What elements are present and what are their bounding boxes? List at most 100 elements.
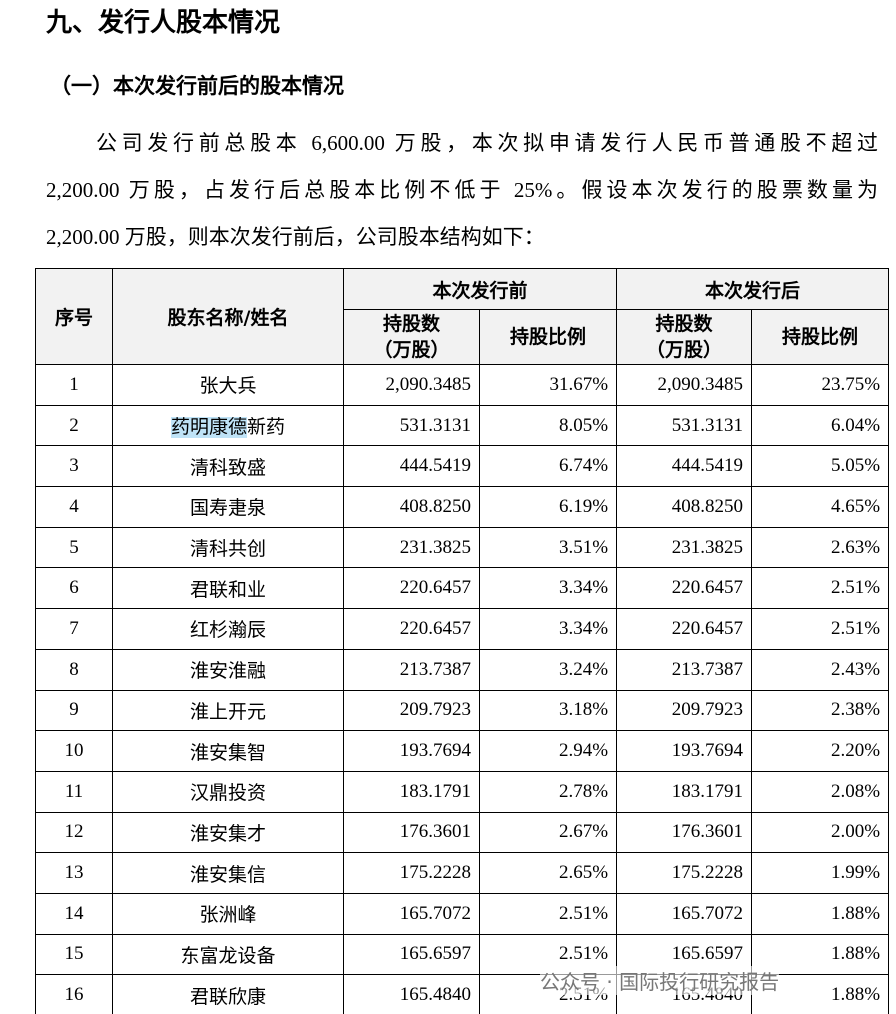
table-cell: 220.6457: [343, 608, 480, 650]
table-cell: 3.34%: [478, 608, 618, 650]
table-cell: 4: [35, 486, 113, 528]
table-cell: 6.19%: [478, 486, 618, 528]
table-cell: 淮上开元: [112, 689, 344, 732]
table-cell: 6.74%: [478, 445, 618, 488]
table-row: 8 淮安淮融 213.7387 3.24% 213.7387 2.43%: [35, 648, 890, 691]
table-row: 11 汉鼎投资 183.1791 2.78% 183.1791 2.08%: [35, 770, 890, 813]
table-cell: 3: [35, 445, 113, 488]
table-cell: 8.05%: [478, 404, 618, 447]
table-cell: 31.67%: [478, 364, 618, 406]
table-cell: 444.5419: [616, 445, 753, 488]
table-cell: 7: [35, 608, 113, 650]
table-cell: 2.63%: [751, 526, 890, 569]
table-cell: 2.38%: [751, 689, 890, 732]
table-cell: 张大兵: [112, 364, 344, 406]
header-cell: 持股数 （万股）: [343, 309, 480, 365]
table-cell: 2.67%: [478, 811, 618, 854]
table-row: 7 红杉瀚辰 220.6457 3.34% 220.6457 2.51%: [35, 608, 890, 650]
paragraph-line: 公司发行前总股本 6,600.00 万股，本次拟申请发行人民币普通股不超过: [96, 131, 878, 155]
header-cell: 本次发行前: [342, 268, 618, 310]
table-cell: 8: [35, 648, 113, 691]
table-cell: 23.75%: [751, 364, 890, 406]
table-cell: 4.65%: [751, 486, 890, 528]
table-cell: 183.1791: [343, 770, 480, 813]
table-cell: 汉鼎投资: [112, 770, 344, 813]
table-cell: 531.3131: [616, 404, 753, 447]
table-cell: 11: [35, 770, 113, 813]
table-row: 12 淮安集才 176.3601 2.67% 176.3601 2.00%: [35, 811, 890, 854]
table-cell: 220.6457: [343, 567, 480, 610]
heading: 九、发行人股本情况: [46, 8, 281, 38]
table-cell: 176.3601: [343, 811, 480, 854]
table-cell: 6.04%: [751, 404, 890, 447]
table-cell: 12: [35, 811, 113, 854]
table-cell: 209.7923: [343, 689, 480, 732]
table-cell: 176.3601: [616, 811, 753, 854]
table-row: 9 淮上开元 209.7923 3.18% 209.7923 2.38%: [35, 689, 890, 732]
table-row: 14 张洲峰 165.7072 2.51% 165.7072 1.88%: [35, 892, 890, 935]
table-cell: 3.24%: [478, 648, 618, 691]
header-cell: 持股数 （万股）: [616, 309, 753, 365]
header-cell: 本次发行后: [616, 268, 890, 310]
table-cell: 9: [35, 689, 113, 732]
table-cell: 444.5419: [343, 445, 480, 488]
table-cell: 君联欣康: [112, 974, 344, 1014]
table-cell: 红杉瀚辰: [112, 608, 344, 650]
watermark: 公众号 · 国际投行研究报告: [540, 966, 780, 995]
table-cell: 13: [35, 852, 113, 894]
table-cell: 君联和业: [112, 567, 344, 610]
table-cell: 165.4840: [343, 974, 480, 1014]
table-cell: 2: [35, 404, 113, 447]
table-cell: 220.6457: [616, 567, 753, 610]
table-cell: 2,090.3485: [343, 364, 480, 406]
paragraph-line: 2,200.00 万股，则本次发行前后，公司股本结构如下：: [46, 225, 545, 249]
table-cell: 213.7387: [616, 648, 753, 691]
header-cell: 持股比例: [751, 309, 890, 365]
share-table: 序号 股东名称/姓名 本次发行前 本次发行后 持股数 （万股） 持股比例 持股数 （…: [35, 268, 890, 1014]
table-cell: 16: [35, 974, 113, 1014]
table-cell: 3.18%: [478, 689, 618, 732]
table-cell: 15: [35, 933, 113, 976]
table-cell: 2.00%: [751, 811, 890, 854]
table-cell: 2.51%: [478, 892, 618, 935]
table-cell: 183.1791: [616, 770, 753, 813]
table-row: 4 国寿疌泉 408.8250 6.19% 408.8250 4.65%: [35, 486, 890, 528]
table-row: 5 清科共创 231.3825 3.51% 231.3825 2.63%: [35, 526, 890, 569]
table-row: 6 君联和业 220.6457 3.34% 220.6457 2.51%: [35, 567, 890, 610]
table-row: 1 张大兵 2,090.3485 31.67% 2,090.3485 23.75%: [35, 364, 890, 406]
table-cell: 231.3825: [343, 526, 480, 569]
table-cell: 淮安集才: [112, 811, 344, 854]
table-row: 2 药明康德新药 531.3131 8.05% 531.3131 6.04%: [35, 404, 890, 447]
table-cell: 220.6457: [616, 608, 753, 650]
table-cell: 1.88%: [751, 892, 890, 935]
table-cell: 2,090.3485: [616, 364, 753, 406]
table-cell: 1: [35, 364, 113, 406]
paragraph: 公司发行前总股本 6,600.00 万股，本次拟申请发行人民币普通股不超过 2,2…: [46, 126, 878, 267]
header-cell: 持股比例: [478, 309, 618, 365]
table-cell: 清科致盛: [112, 445, 344, 488]
table-cell: 淮安淮融: [112, 648, 344, 691]
subheading: （一）本次发行前后的股本情况: [50, 74, 344, 98]
table-cell: 14: [35, 892, 113, 935]
table-cell: 209.7923: [616, 689, 753, 732]
table-cell: 213.7387: [343, 648, 480, 691]
table-row: 13 淮安集信 175.2228 2.65% 175.2228 1.99%: [35, 852, 890, 894]
table-cell: 10: [35, 730, 113, 772]
table-cell: 231.3825: [616, 526, 753, 569]
table-cell: 3.34%: [478, 567, 618, 610]
table-cell: 1.99%: [751, 852, 890, 894]
table-cell: 东富龙设备: [112, 933, 344, 976]
table-cell: 175.2228: [343, 852, 480, 894]
table-cell: 5.05%: [751, 445, 890, 488]
table-cell: 5: [35, 526, 113, 569]
table-cell: 531.3131: [343, 404, 480, 447]
table-cell: 408.8250: [616, 486, 753, 528]
table-cell: 2.65%: [478, 852, 618, 894]
table-cell: 165.6597: [343, 933, 480, 976]
table-cell: 清科共创: [112, 526, 344, 569]
table-cell: 张洲峰: [112, 892, 344, 935]
table-row: 10 淮安集智 193.7694 2.94% 193.7694 2.20%: [35, 730, 890, 772]
table-cell: 2.20%: [751, 730, 890, 772]
header-cell: 股东名称/姓名: [112, 268, 344, 365]
